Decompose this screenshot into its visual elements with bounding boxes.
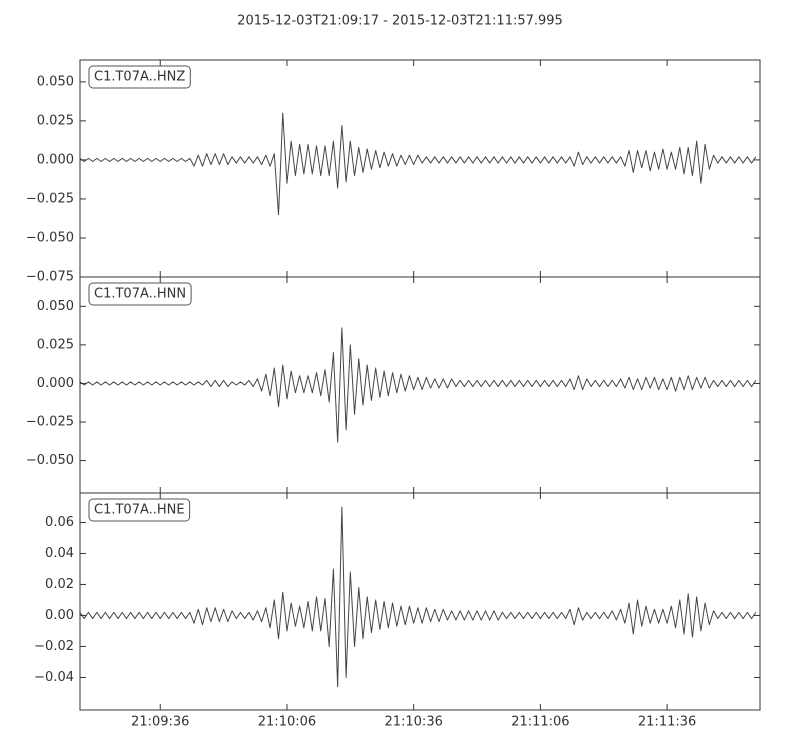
label-box [88, 498, 191, 522]
y-tick-label: −0.075 [26, 270, 74, 285]
x-tick-label: 21:10:06 [258, 715, 316, 730]
frame [79, 276, 761, 494]
chart-title: 2015-12-03T21:09:17 - 2015-12-03T21:11:5… [237, 14, 563, 29]
trace-label: C1.T07A..HNN [94, 287, 186, 302]
trace [80, 112, 757, 216]
label-box [88, 282, 192, 306]
y-tick-label: −0.04 [34, 670, 74, 685]
trace-label: C1.T07A..HNZ [94, 70, 185, 85]
y-tick-label: 0.050 [37, 299, 74, 314]
x-tick-label: 21:11:06 [511, 715, 569, 730]
y-tick-label: −0.025 [26, 415, 74, 430]
trace [80, 327, 757, 443]
y-tick-label: 0.000 [37, 376, 74, 391]
y-tick-label: 0.025 [37, 337, 74, 352]
x-tick-label: 21:11:36 [638, 715, 696, 730]
x-tick-label: 21:10:36 [384, 715, 442, 730]
x-tick-label: 21:09:36 [131, 715, 189, 730]
y-tick-label: −0.050 [26, 453, 74, 468]
y-tick-label: 0.00 [45, 608, 74, 623]
y-tick-label: −0.02 [34, 639, 74, 654]
y-tick-label: 0.06 [45, 515, 74, 530]
frame [79, 492, 761, 711]
trace [80, 506, 757, 688]
y-tick-label: 0.050 [37, 74, 74, 89]
y-tick-label: 0.025 [37, 113, 74, 128]
y-tick-label: 0.04 [45, 546, 74, 561]
y-tick-label: 0.02 [45, 577, 74, 592]
y-tick-label: −0.050 [26, 230, 74, 245]
trace-label: C1.T07A..HNE [94, 503, 185, 518]
y-tick-label: 0.000 [37, 152, 74, 167]
label-box [88, 65, 191, 89]
y-tick-label: −0.025 [26, 191, 74, 206]
